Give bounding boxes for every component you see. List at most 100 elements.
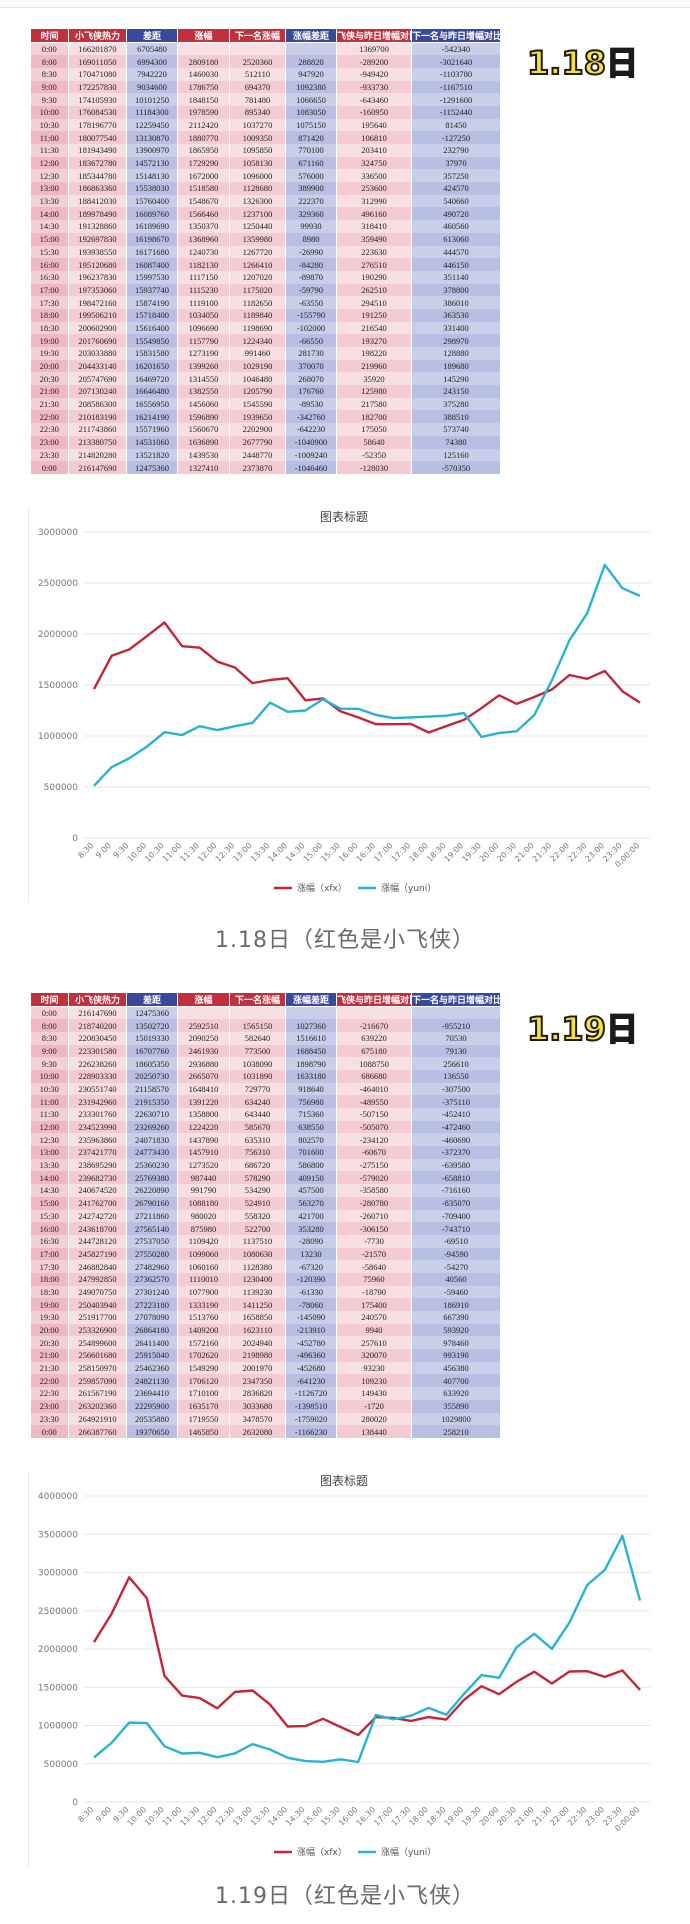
table-cell: 1029800 [411,1412,501,1426]
column-header: 下一名涨幅 [229,28,286,43]
table-row: 15:30 242742720 27211860 980020 558320 421700… [30,1209,501,1223]
caption: 1.19日（红色是小飞侠） [215,1884,475,1909]
table-cell: 1175020 [229,283,286,297]
table-cell: 318410 [336,220,412,233]
table-cell: -955210 [411,1019,501,1032]
table-cell: 20:30 [30,372,69,386]
table-cell: 109230 [336,1374,412,1388]
table-cell: -216670 [336,1019,412,1032]
table-cell: 298970 [411,334,501,347]
table-cell: 1157790 [177,334,230,347]
table-cell: -342760 [285,410,337,424]
table-row: 20:30 205747690 16469720 1314550 1046480 2680… [30,372,501,386]
table-cell: 27565140 [126,1222,178,1235]
table-cell: 27362570 [126,1272,178,1286]
table-cell: 26790160 [126,1196,178,1210]
table-row: 12:00 183672780 14572130 1729290 1058130 6711… [30,156,501,170]
table-cell: 235963860 [68,1133,127,1147]
table-cell: 14:00 [30,1171,69,1185]
table-cell: 201760690 [68,334,127,347]
table-cell: 149430 [336,1387,412,1400]
table-cell: 2936880 [177,1057,230,1070]
table-cell: 220830450 [68,1031,127,1045]
table-cell [177,1006,230,1020]
table-cell: -84280 [285,258,337,271]
table-cell: 667390 [411,1311,501,1324]
y-tick-label: 3000000 [38,528,78,538]
table-cell: 11184300 [126,105,178,119]
table-row: 12:00 234523990 23269260 1224220 585670 63855… [30,1120,501,1134]
table-cell: 25915040 [126,1349,178,1362]
table-cell: 1137510 [229,1234,286,1248]
table-cell: 1037270 [229,118,286,132]
x-tick-label: 9:00 [94,841,113,860]
table-cell: 18:30 [30,1285,69,1299]
table-cell: 258210 [411,1425,501,1438]
table-cell: 1939650 [229,410,286,424]
table-cell: 1139230 [229,1285,286,1299]
table-cell: 238695290 [68,1158,127,1172]
table-cell: 10:30 [30,118,69,132]
table-cell: 331400 [411,321,501,335]
table-cell: 1369700 [336,42,412,56]
table-cell: 15:30 [30,245,69,259]
table-row: 0:00 266387760 19370650 1465850 2632080 -1166… [30,1425,501,1438]
table-cell: 172257830 [68,80,127,94]
table-cell: 13:30 [30,194,69,208]
table-cell: 264921910 [68,1412,127,1426]
y-tick-label: 3500000 [38,1530,78,1540]
table-cell: 363530 [411,308,501,322]
column-header: 涨幅 [177,28,230,43]
table-cell: 9:30 [30,1057,69,1070]
y-tick-label: 2000000 [38,1645,78,1655]
table-cell: 1088180 [177,1196,230,1210]
table-cell: 1672000 [177,169,230,183]
table-cell: -452780 [285,1336,337,1350]
table-row: 15:00 192697830 16198670 1368960 1359980 8980… [30,232,501,246]
table-cell: 1273520 [177,1158,230,1172]
table-cell: 239682730 [68,1171,127,1185]
table-cell: 1688450 [285,1044,337,1058]
table-cell: 27482960 [126,1260,178,1273]
table-cell: 276510 [336,258,412,271]
table-row: 23:30 214820280 13521820 1439530 2448770 -100… [30,448,501,462]
table-cell: 409150 [285,1171,337,1185]
y-tick-label: 500000 [44,783,79,793]
table-cell: 14572130 [126,156,178,170]
table-cell: 1110010 [177,1272,230,1286]
table-cell: 27211860 [126,1209,178,1223]
table-row: 23:30 264921910 20535880 1719550 3478570 -175… [30,1412,501,1426]
table-cell: -7730 [336,1234,412,1248]
table-cell: 12:30 [30,1133,69,1147]
table-cell: 9:00 [30,1044,69,1058]
table-cell: 1205790 [229,385,286,398]
table-cell: 93230 [336,1361,412,1375]
table-cell: 138440 [336,1425,412,1438]
y-tick-label: 0 [72,1798,78,1808]
table-cell: 13:00 [30,182,69,195]
table-cell: 991460 [229,347,286,360]
table-cell: 312990 [336,194,412,208]
table-cell: 2677790 [229,435,286,449]
table-cell: 27550280 [126,1247,178,1261]
table-cell: 23:00 [30,435,69,449]
table-cell: -120390 [285,1272,337,1286]
table-row: 22:30 211743860 15571960 1560670 2202900 -642… [30,423,501,436]
y-tick-label: 1500000 [38,1683,78,1693]
table-row: 10:30 178196770 12259450 2112420 1037270 1075… [30,118,501,132]
table-cell: 223630 [336,245,412,259]
table-cell: 12475360 [126,1006,178,1020]
table-cell: 8:00 [30,55,69,68]
table-cell: 16089760 [126,207,178,221]
table-cell: 11:00 [30,1095,69,1108]
table-cell: 266387760 [68,1425,127,1438]
table-cell: 1096690 [177,321,230,335]
table-cell: 226238260 [68,1057,127,1070]
table-cell: 176760 [285,385,337,398]
table-cell: 1633180 [285,1069,337,1083]
table-cell: 1034050 [177,308,230,322]
table-cell: 79130 [411,1044,501,1058]
table-row: 17:30 198472160 15874190 1119100 1182650 -635… [30,296,501,309]
table-row: 21:00 256601680 25915040 1702620 2198980 -496… [30,1349,501,1362]
table-cell: 15:00 [30,1196,69,1210]
